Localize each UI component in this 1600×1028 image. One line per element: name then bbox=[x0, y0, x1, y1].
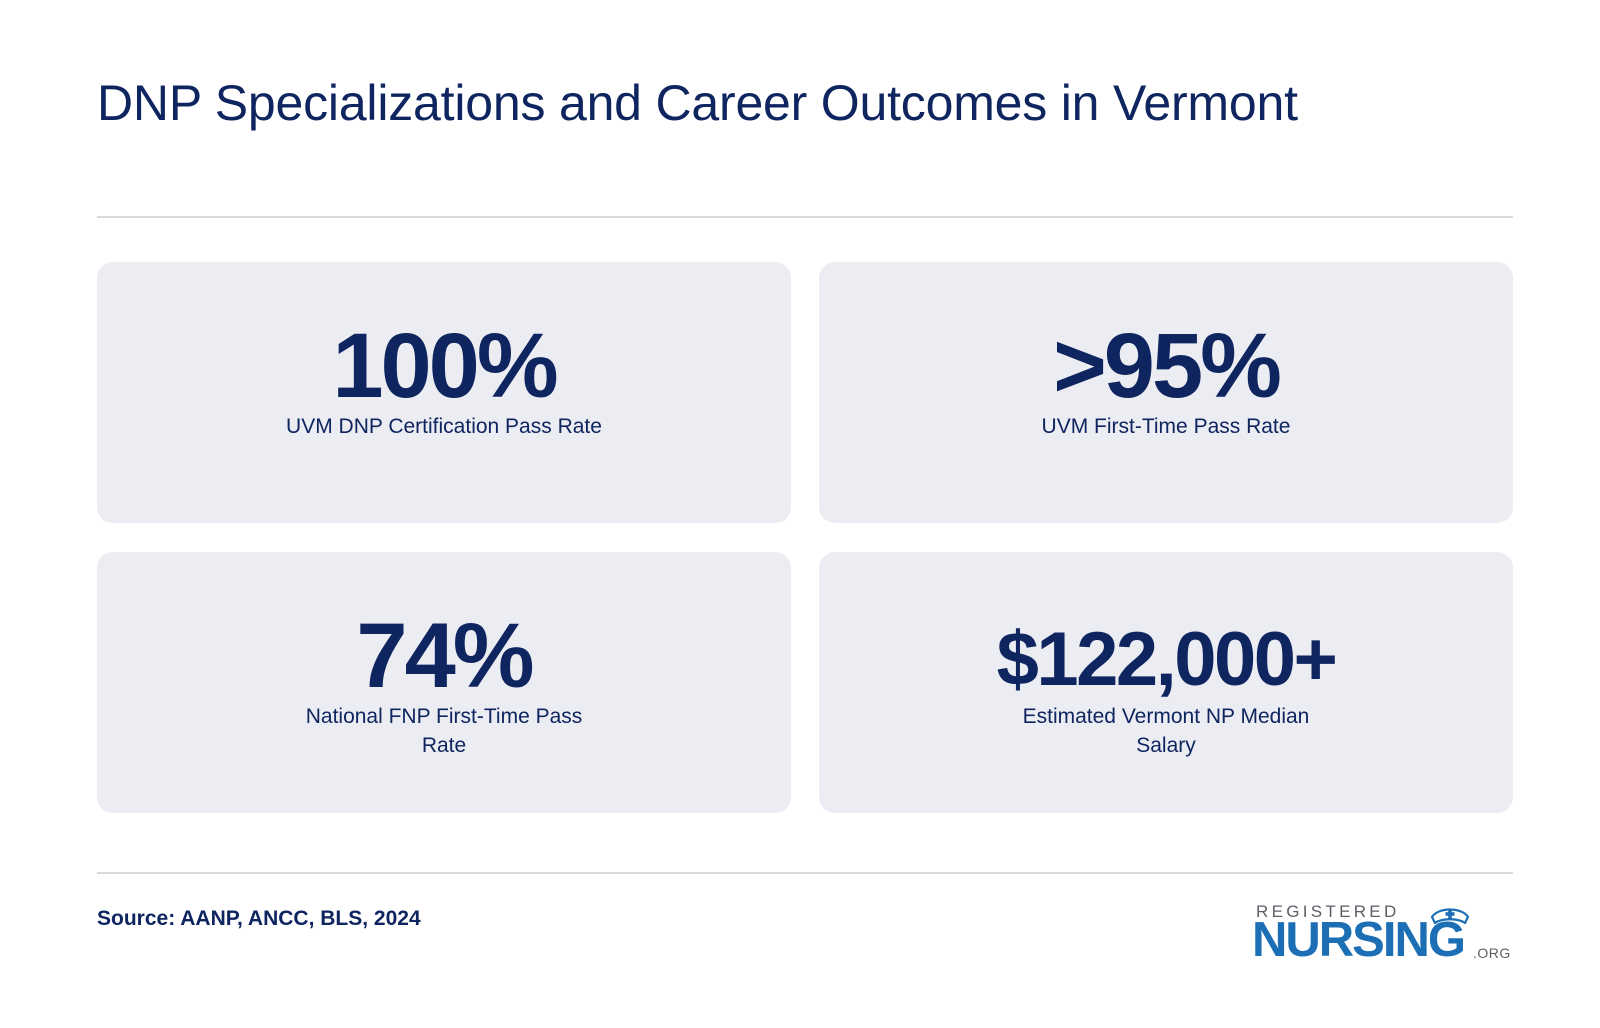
logo-top-text: REGISTERED bbox=[1256, 902, 1400, 921]
stat-card-first-time-pass-rate: >95% UVM First-Time Pass Rate bbox=[819, 262, 1513, 523]
stat-label: National FNP First-Time Pass Rate bbox=[305, 705, 583, 757]
stat-value: 100% bbox=[332, 315, 558, 417]
stat-card-national-fnp-pass-rate: 74% National FNP First-Time Pass Rate bbox=[97, 552, 791, 813]
logo-suffix: .ORG bbox=[1473, 945, 1511, 961]
stat-value: >95% bbox=[1053, 315, 1282, 417]
stat-label: UVM First-Time Pass Rate bbox=[1041, 415, 1291, 438]
stat-label: UVM DNP Certification Pass Rate bbox=[286, 415, 602, 438]
bottom-divider bbox=[97, 872, 1513, 874]
source-note: Source: AANP, ANCC, BLS, 2024 bbox=[97, 907, 421, 930]
logo-main-text: NURSING bbox=[1252, 913, 1466, 967]
stat-value: $122,000+ bbox=[996, 617, 1338, 702]
registered-nursing-logo: REGISTERED NURSING .ORG bbox=[1252, 900, 1512, 970]
top-divider bbox=[97, 216, 1513, 218]
stat-card-median-salary: $122,000+ Estimated Vermont NP Median Sa… bbox=[819, 552, 1513, 813]
stat-value: 74% bbox=[356, 605, 534, 707]
stats-grid: 100% UVM DNP Certification Pass Rate >95… bbox=[97, 262, 1513, 813]
stat-card-cert-pass-rate: 100% UVM DNP Certification Pass Rate bbox=[97, 262, 791, 523]
page-title: DNP Specializations and Career Outcomes … bbox=[97, 75, 1298, 131]
nurse-cap-icon bbox=[1430, 908, 1470, 925]
stat-label: Estimated Vermont NP Median Salary bbox=[1022, 705, 1310, 757]
